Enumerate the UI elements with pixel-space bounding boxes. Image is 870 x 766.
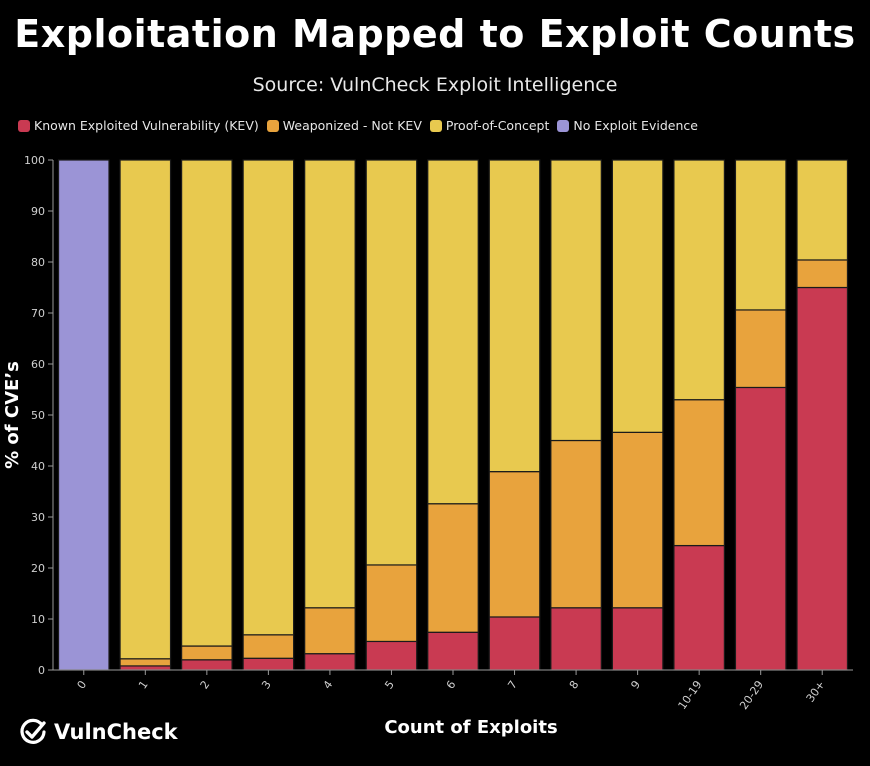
bar-segment xyxy=(550,607,602,671)
bar-segment xyxy=(119,658,172,667)
bar-segment xyxy=(365,640,418,671)
bar-segment xyxy=(119,665,172,671)
x-tick-label: 5 xyxy=(382,678,397,691)
bar-segment xyxy=(365,564,418,643)
bar-segment xyxy=(242,657,295,671)
x-tick-label: 0 xyxy=(75,678,90,691)
y-tick-label: 60 xyxy=(31,358,45,371)
y-tick-label: 80 xyxy=(31,256,45,269)
legend-item-poc: Proof-of-Concept xyxy=(429,118,550,133)
bar-segment xyxy=(57,159,110,671)
legend-swatch-poc xyxy=(429,119,442,132)
y-tick-label: 50 xyxy=(31,409,45,422)
legend-item-no-exploit: No Exploit Evidence xyxy=(557,118,698,133)
x-tick-label: 10-19 xyxy=(676,678,705,712)
legend-label-weaponized: Weaponized - Not KEV xyxy=(282,118,422,133)
bar-segment xyxy=(673,544,725,671)
y-tick-label: 70 xyxy=(31,307,45,320)
x-tick-label: 20-29 xyxy=(737,678,766,712)
y-tick-label: 90 xyxy=(31,205,45,218)
x-tick-label: 7 xyxy=(505,678,520,691)
bar-segment xyxy=(673,159,725,401)
x-axis-title: Count of Exploits xyxy=(384,717,557,738)
bar-segment xyxy=(488,471,541,618)
legend: Known Exploited Vulnerability (KEV) Weap… xyxy=(18,118,706,133)
bar-segment xyxy=(796,286,849,671)
y-tick-label: 20 xyxy=(31,562,45,575)
chart-title: Exploitation Mapped to Exploit Counts xyxy=(14,12,856,56)
bar-segment xyxy=(365,159,418,566)
bar-segment xyxy=(181,659,233,671)
bar-segment xyxy=(550,159,602,442)
bar-segment xyxy=(611,431,664,609)
y-tick-label: 10 xyxy=(31,613,45,626)
bar-segment xyxy=(488,159,541,473)
bar-segment xyxy=(181,159,233,647)
bar-segment xyxy=(796,259,849,289)
bar-segment xyxy=(734,386,787,671)
bar-segment xyxy=(488,616,541,671)
bar-segment xyxy=(427,159,479,505)
bar-segment xyxy=(427,631,479,671)
legend-label-poc: Proof-of-Concept xyxy=(445,118,550,133)
bar-segment xyxy=(304,653,356,671)
bar-segment xyxy=(242,634,295,659)
bar-segment xyxy=(304,159,356,609)
legend-item-weaponized: Weaponized - Not KEV xyxy=(266,118,422,133)
bar-segment xyxy=(611,159,664,433)
chart-subtitle: Source: VulnCheck Exploit Intelligence xyxy=(252,74,618,96)
bar-segment xyxy=(242,159,295,636)
x-tick-label: 9 xyxy=(628,678,643,691)
bar-segment xyxy=(550,439,602,609)
y-tick-label: 40 xyxy=(31,460,45,473)
bar-segment xyxy=(796,159,849,261)
bar-segment xyxy=(734,309,787,389)
y-axis-title: % of CVE’s xyxy=(2,361,23,469)
bar-segment xyxy=(734,159,787,311)
bar-segment xyxy=(304,607,356,655)
x-tick-label: 8 xyxy=(567,678,582,691)
brand-name: VulnCheck xyxy=(54,720,178,744)
legend-swatch-no-exploit xyxy=(557,119,570,132)
vulncheck-check-icon xyxy=(20,718,46,744)
x-tick-label: 4 xyxy=(321,678,336,691)
x-tick-label: 30+ xyxy=(804,678,828,704)
bar-segment xyxy=(427,503,479,633)
bar-segment xyxy=(119,159,172,660)
x-tick-label: 3 xyxy=(259,678,274,691)
y-tick-label: 30 xyxy=(31,511,45,524)
legend-label-no-exploit: No Exploit Evidence xyxy=(573,118,698,133)
y-tick-label: 0 xyxy=(38,664,45,677)
legend-swatch-weaponized xyxy=(266,119,279,132)
x-tick-label: 1 xyxy=(136,678,151,691)
legend-label-kev: Known Exploited Vulnerability (KEV) xyxy=(34,118,259,133)
legend-item-kev: Known Exploited Vulnerability (KEV) xyxy=(18,118,259,133)
legend-swatch-kev xyxy=(18,119,30,132)
vulncheck-logo: VulnCheck xyxy=(18,717,178,747)
bar-segment xyxy=(181,645,233,661)
x-tick-label: 6 xyxy=(444,678,459,691)
y-tick-label: 100 xyxy=(24,154,45,167)
bar-segment xyxy=(611,607,664,671)
x-tick-label: 2 xyxy=(198,678,213,691)
bar-segment xyxy=(673,399,725,547)
